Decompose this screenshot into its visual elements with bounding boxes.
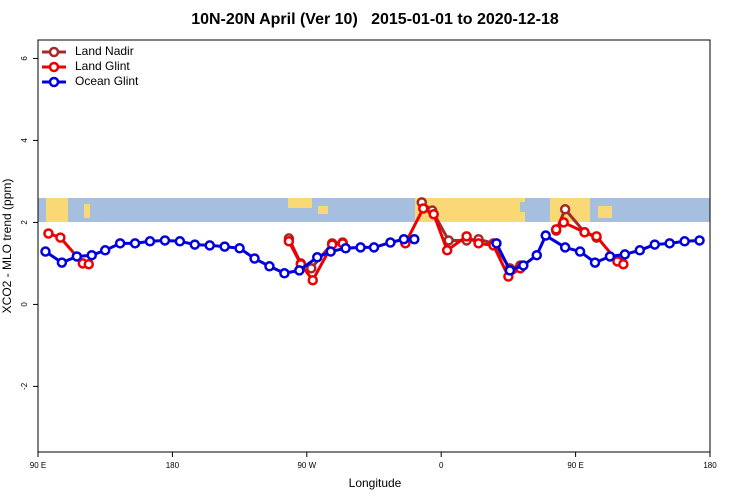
legend-marker [48, 61, 60, 73]
data-point [325, 246, 336, 257]
y-tick-label: 0 [20, 302, 29, 307]
data-point [144, 236, 156, 247]
y-tick-label: -2 [20, 382, 29, 390]
legend-marker [48, 76, 60, 88]
data-point [558, 217, 569, 228]
plot-frame [37, 39, 711, 453]
x-tick-label: 0 [439, 461, 444, 470]
data-point [461, 231, 472, 242]
data-point [340, 243, 351, 254]
data-point [204, 240, 215, 251]
data-point [398, 233, 410, 245]
data-point [283, 236, 295, 247]
legend-label: Land Nadir [75, 44, 134, 58]
data-point [306, 263, 317, 274]
data-point [249, 253, 260, 264]
data-point [694, 235, 705, 246]
data-point [649, 239, 660, 250]
data-point [574, 246, 586, 257]
data-point [312, 252, 323, 263]
x-tick-label: 180 [166, 461, 180, 470]
chart-title: 10N-20N April (Ver 10) 2015-01-01 to 202… [191, 11, 559, 28]
data-point [355, 242, 366, 253]
data-point [418, 203, 429, 214]
y-tick-label: 6 [20, 56, 29, 61]
data-point [279, 268, 290, 279]
legend-label: Ocean Glint [75, 74, 139, 88]
data-point [55, 232, 66, 243]
y-axis-label: XCO2 - MLO trend (ppm) [0, 179, 14, 314]
data-point [40, 246, 51, 257]
data-point [504, 265, 516, 276]
data-point [385, 237, 396, 248]
data-point [428, 208, 439, 220]
data-point [473, 238, 484, 249]
data-point [634, 245, 646, 256]
data-point [604, 251, 616, 262]
data-point [591, 231, 602, 242]
legend-marker [48, 46, 60, 58]
data-point [589, 257, 601, 268]
data-point [518, 260, 529, 271]
data-point [99, 245, 111, 256]
data-point [550, 224, 562, 235]
x-tick-label: 90 E [567, 461, 583, 470]
data-point [264, 261, 275, 272]
x-tick-label: 180 [703, 461, 717, 470]
data-point [409, 233, 420, 245]
y-tick-label: 4 [20, 138, 29, 143]
data-point [86, 249, 98, 261]
data-point [559, 242, 571, 253]
data-point [43, 228, 54, 239]
data-point [559, 204, 571, 215]
x-tick-label: 90 E [30, 461, 46, 470]
data-point [679, 236, 690, 247]
data-point [294, 265, 305, 276]
data-point [174, 236, 186, 247]
data-point [579, 227, 590, 238]
y-tick-label: 2 [20, 220, 29, 225]
legend-label: Land Glint [75, 59, 130, 73]
x-axis-label: Longitude [349, 476, 402, 490]
data-point [618, 258, 629, 270]
data-point [664, 238, 675, 249]
data-point [83, 258, 95, 270]
data-point [619, 249, 631, 260]
data-point [234, 243, 245, 254]
data-point [540, 230, 551, 241]
data-point [441, 245, 453, 256]
map-strip [38, 198, 710, 222]
data-point [189, 239, 201, 250]
data-point [56, 257, 68, 268]
data-point [531, 249, 543, 261]
data-point [114, 238, 126, 249]
data-point [129, 238, 141, 249]
data-point [219, 241, 230, 252]
data-point [71, 251, 83, 262]
data-point [491, 238, 502, 249]
data-point [307, 274, 319, 286]
data-point [159, 235, 171, 246]
x-tick-label: 90 W [297, 461, 316, 470]
data-point [368, 242, 380, 253]
